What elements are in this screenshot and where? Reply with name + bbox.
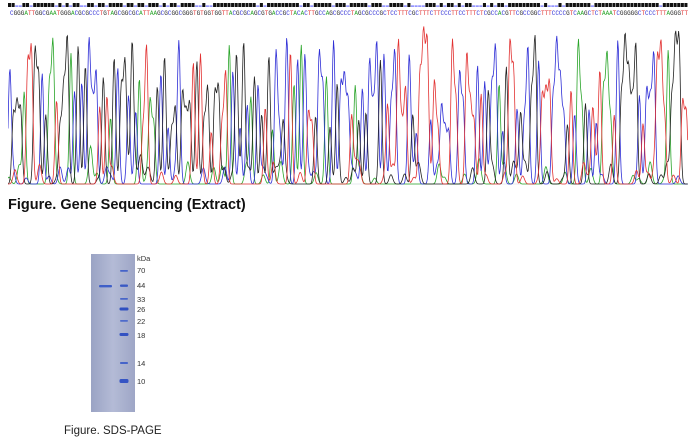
marker-label-70: 70 (137, 266, 146, 275)
marker-label-33: 33 (137, 295, 146, 304)
ladder-band-14 (120, 362, 128, 364)
ladder-band-10 (119, 379, 129, 383)
marker-label-26: 26 (137, 305, 146, 314)
marker-label-44: 44 (137, 281, 146, 290)
ladder-band-22 (120, 320, 128, 322)
ladder-band-33 (120, 298, 128, 300)
sequence-text: CGGGATTGGCGAATGGGACGCGCCCTGTAGCGGCGCATTA… (10, 10, 688, 17)
trace-t (8, 26, 688, 185)
sample-band (99, 285, 112, 288)
gel-background (91, 254, 135, 412)
ladder-band-70 (120, 270, 128, 272)
trace-c (8, 35, 688, 185)
chromatogram-trace (8, 26, 688, 185)
marker-label-14: 14 (137, 359, 146, 368)
figure-caption-sds-page: Figure. SDS-PAGE (64, 425, 162, 437)
marker-label-10: 10 (137, 377, 146, 386)
marker-label-22: 22 (137, 317, 146, 326)
ladder-band-18 (119, 333, 129, 336)
gel-unit-label: kDa (137, 254, 151, 263)
ladder-band-26 (119, 307, 129, 311)
quality-bar-strip (8, 3, 688, 7)
marker-label-18: 18 (137, 331, 146, 340)
ladder-band-44 (120, 284, 128, 287)
sds-page-gel (91, 254, 135, 412)
figure-caption-sequencing: Figure. Gene Sequencing (Extract) (8, 197, 246, 213)
